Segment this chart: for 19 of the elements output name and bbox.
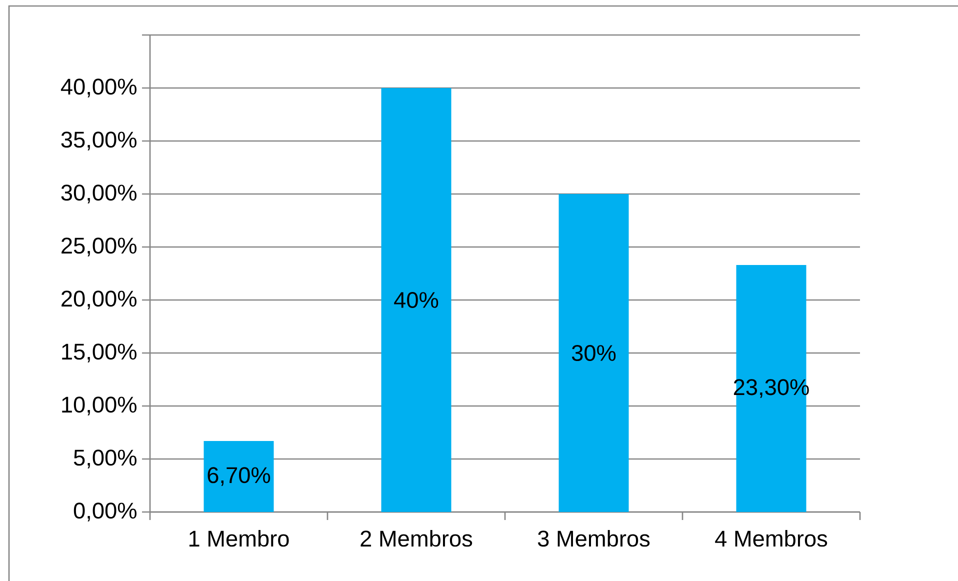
y-tick-label: 5,00%: [74, 450, 136, 468]
y-tick-label: 40,00%: [60, 78, 136, 98]
data-label: 6,70%: [208, 467, 270, 486]
y-tick-label: 25,00%: [62, 238, 136, 256]
y-tick-label: 35,00%: [61, 132, 136, 150]
bar: [381, 88, 452, 512]
x-tick-label: 4 Membros: [715, 530, 828, 547]
y-tick-label: 30,00%: [61, 184, 136, 204]
bar: [204, 440, 274, 512]
bar: [558, 194, 629, 512]
y-tick-label: 15,00%: [62, 344, 136, 362]
y-tick-label: 10,00%: [62, 396, 136, 416]
x-tick-label: 3 Membros: [538, 530, 650, 547]
data-label: 30%: [572, 344, 616, 362]
y-tick-label: 20,00%: [62, 290, 136, 310]
x-tick-label: 1 Membro: [189, 530, 289, 547]
data-label: 40%: [394, 292, 438, 308]
y-tick-label: 0,00%: [74, 502, 136, 522]
x-tick-label: 2 Membros: [360, 530, 472, 547]
